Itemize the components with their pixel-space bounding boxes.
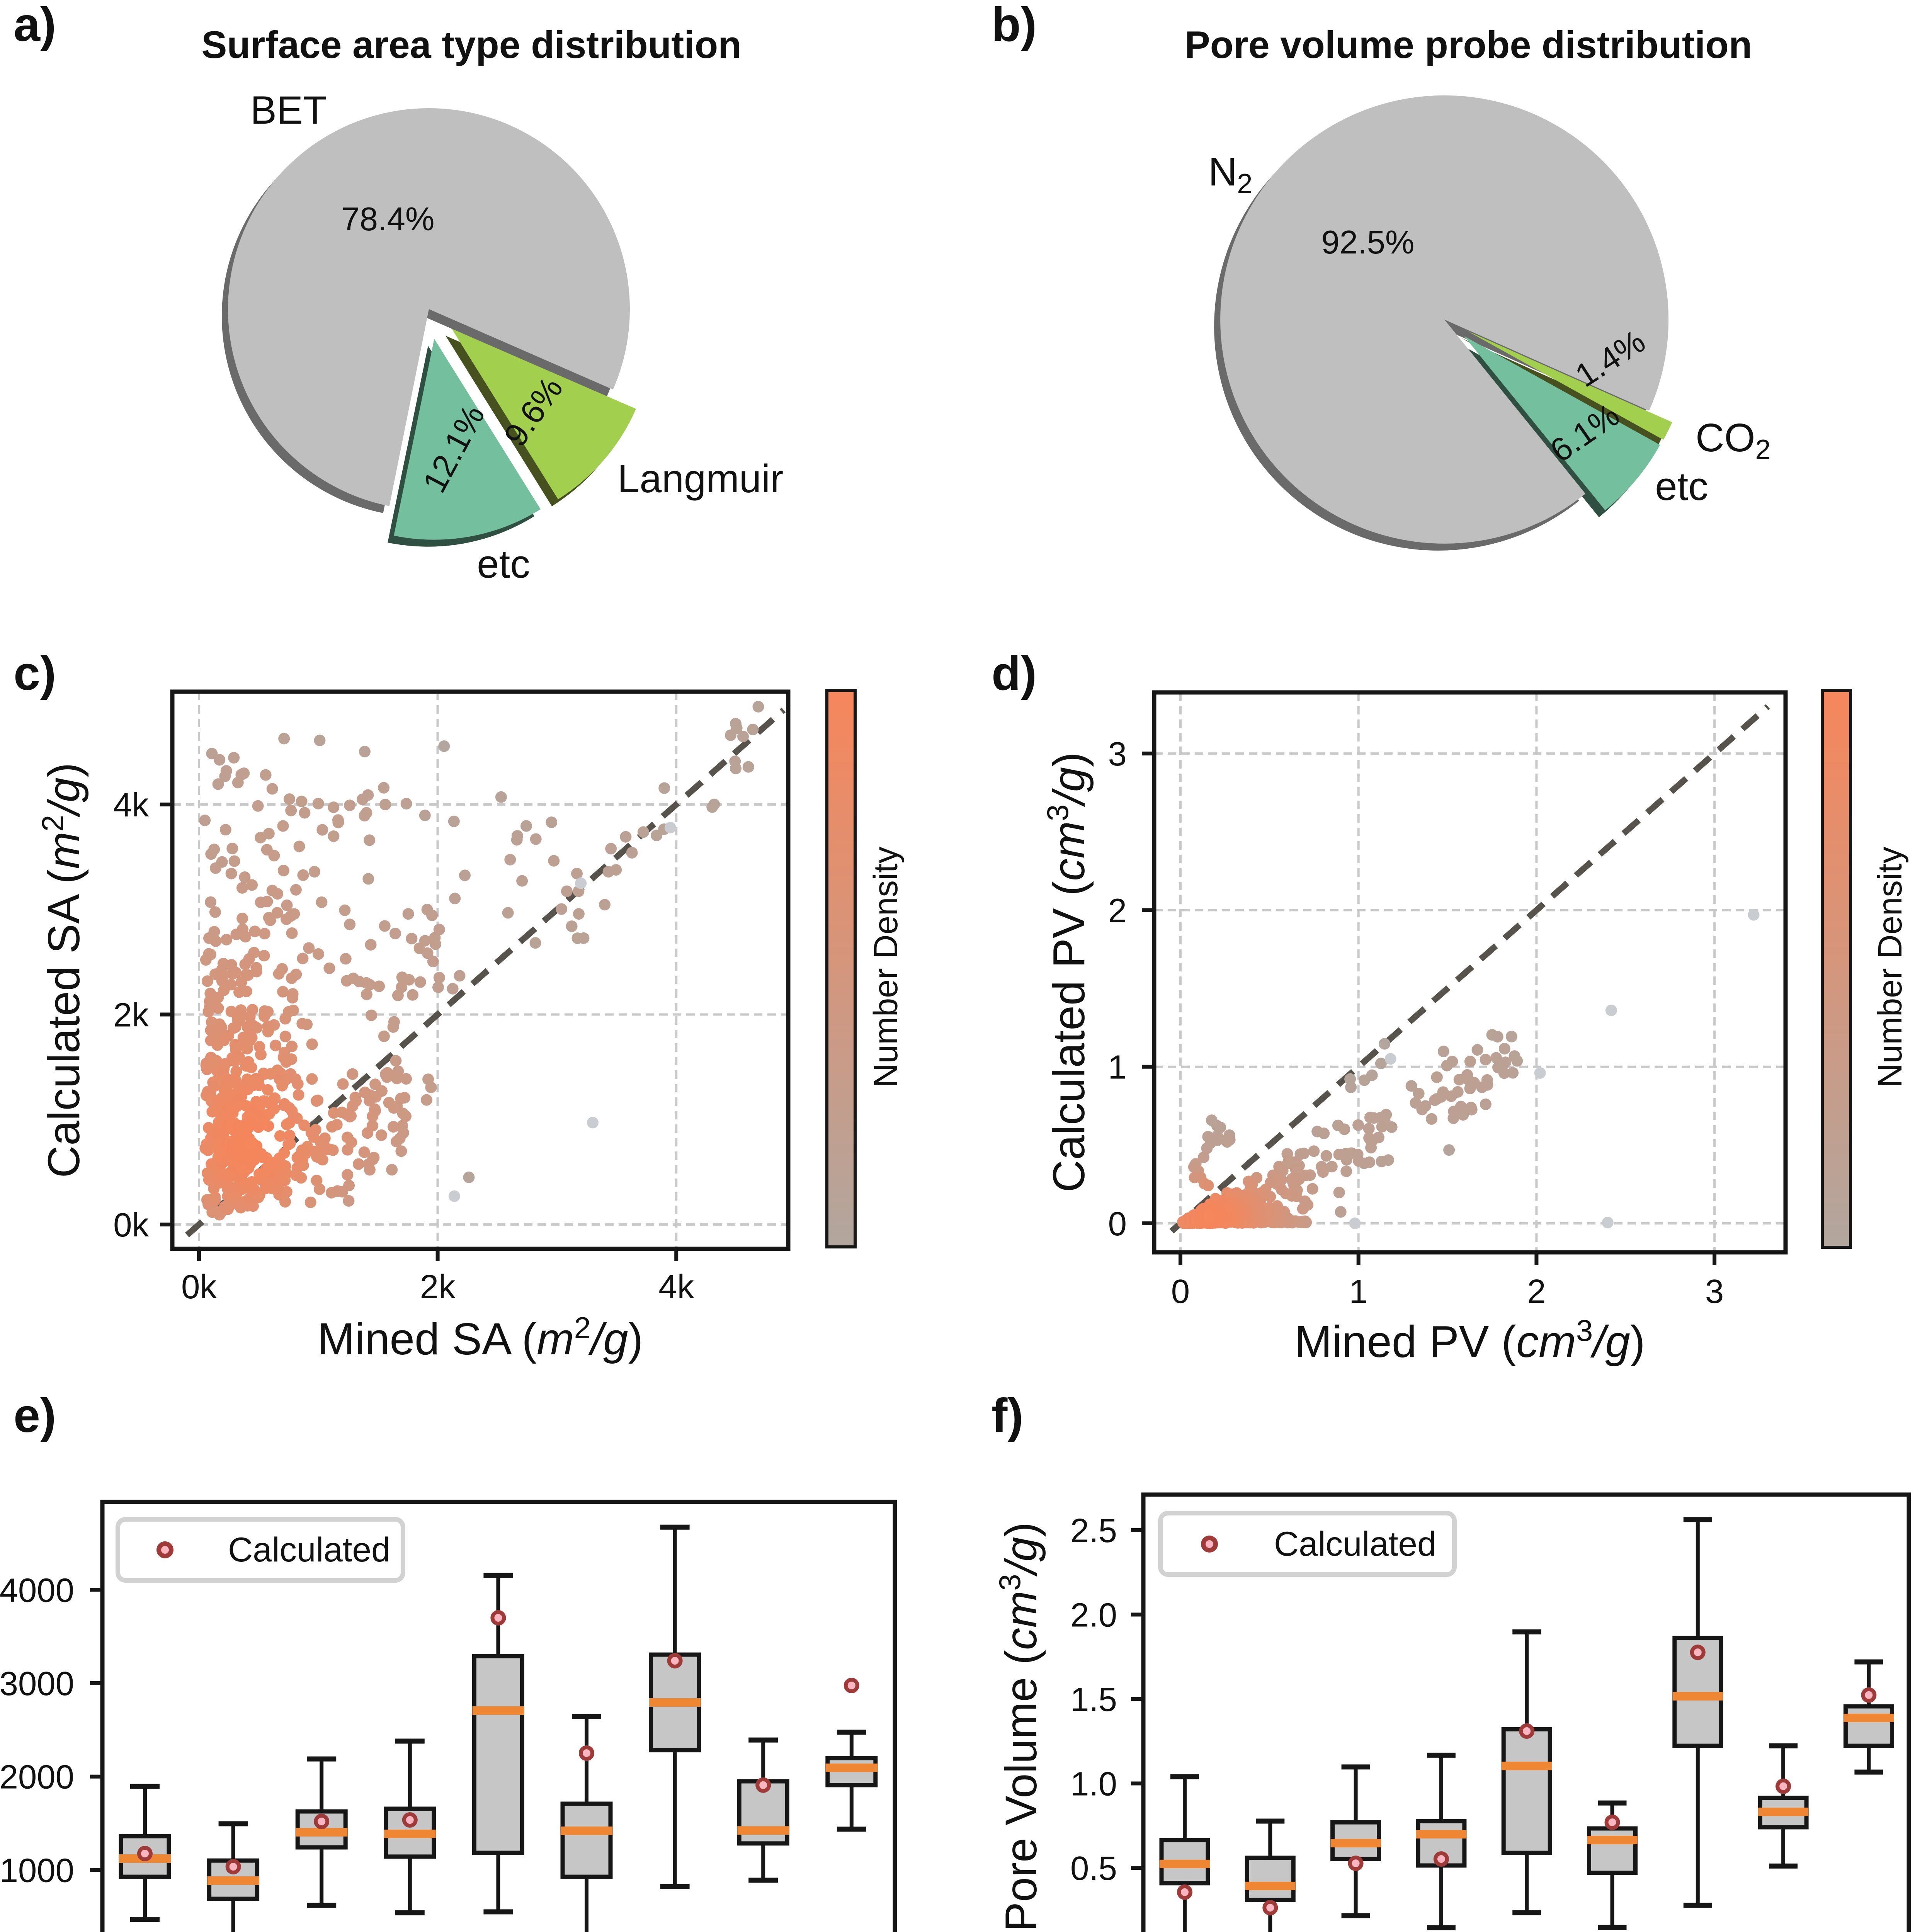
svg-text:2: 2 xyxy=(1108,892,1127,929)
svg-text:Calculated: Calculated xyxy=(228,1530,391,1569)
svg-text:c): c) xyxy=(14,647,56,700)
svg-text:N2: N2 xyxy=(1208,150,1252,199)
svg-text:2000: 2000 xyxy=(0,1759,74,1796)
svg-text:1.5: 1.5 xyxy=(1070,1681,1117,1718)
svg-text:0.5: 0.5 xyxy=(1070,1850,1117,1887)
svg-text:0: 0 xyxy=(1171,1273,1190,1310)
svg-text:78.4%: 78.4% xyxy=(341,201,434,238)
svg-text:b): b) xyxy=(992,0,1037,51)
svg-text:1000: 1000 xyxy=(0,1852,74,1889)
svg-text:Calculated: Calculated xyxy=(1274,1524,1437,1563)
svg-text:Langmuir: Langmuir xyxy=(617,456,783,501)
svg-text:1: 1 xyxy=(1108,1049,1127,1086)
svg-text:1: 1 xyxy=(1349,1273,1368,1310)
svg-text:0: 0 xyxy=(1108,1205,1127,1243)
svg-text:3000: 3000 xyxy=(0,1665,74,1702)
svg-text:1.0: 1.0 xyxy=(1070,1765,1117,1803)
svg-text:0k: 0k xyxy=(113,1206,149,1244)
svg-text:2k: 2k xyxy=(420,1268,456,1306)
svg-text:Calculated SA (m2/g): Calculated SA (m2/g) xyxy=(36,763,89,1178)
svg-text:Mined SA (m2/g): Mined SA (m2/g) xyxy=(318,1311,643,1364)
svg-text:Pore volume probe distribution: Pore volume probe distribution xyxy=(1185,23,1752,66)
svg-text:Number Density: Number Density xyxy=(867,847,905,1088)
svg-text:BET: BET xyxy=(250,88,327,132)
svg-text:a): a) xyxy=(14,0,56,51)
svg-text:etc: etc xyxy=(477,542,530,586)
svg-text:3: 3 xyxy=(1705,1273,1724,1310)
svg-text:2.5: 2.5 xyxy=(1070,1512,1117,1549)
svg-text:2.0: 2.0 xyxy=(1070,1597,1117,1634)
svg-text:Calculated PV (cm3/g): Calculated PV (cm3/g) xyxy=(1041,752,1094,1192)
svg-text:d): d) xyxy=(992,647,1037,700)
svg-text:4k: 4k xyxy=(658,1268,694,1306)
svg-text:2: 2 xyxy=(1527,1273,1546,1310)
svg-text:4000: 4000 xyxy=(0,1571,74,1609)
svg-text:92.5%: 92.5% xyxy=(1321,224,1414,261)
svg-text:f): f) xyxy=(992,1389,1024,1442)
svg-text:2k: 2k xyxy=(113,997,149,1034)
svg-text:4k: 4k xyxy=(113,786,149,824)
svg-text:Mined PV (cm3/g): Mined PV (cm3/g) xyxy=(1294,1313,1645,1367)
svg-text:etc: etc xyxy=(1655,464,1708,509)
svg-text:Surface area type distribution: Surface area type distribution xyxy=(201,23,741,66)
svg-text:Number Density: Number Density xyxy=(1871,847,1909,1088)
svg-text:3: 3 xyxy=(1108,735,1127,773)
svg-text:e): e) xyxy=(14,1389,56,1442)
svg-text:0k: 0k xyxy=(181,1268,217,1306)
